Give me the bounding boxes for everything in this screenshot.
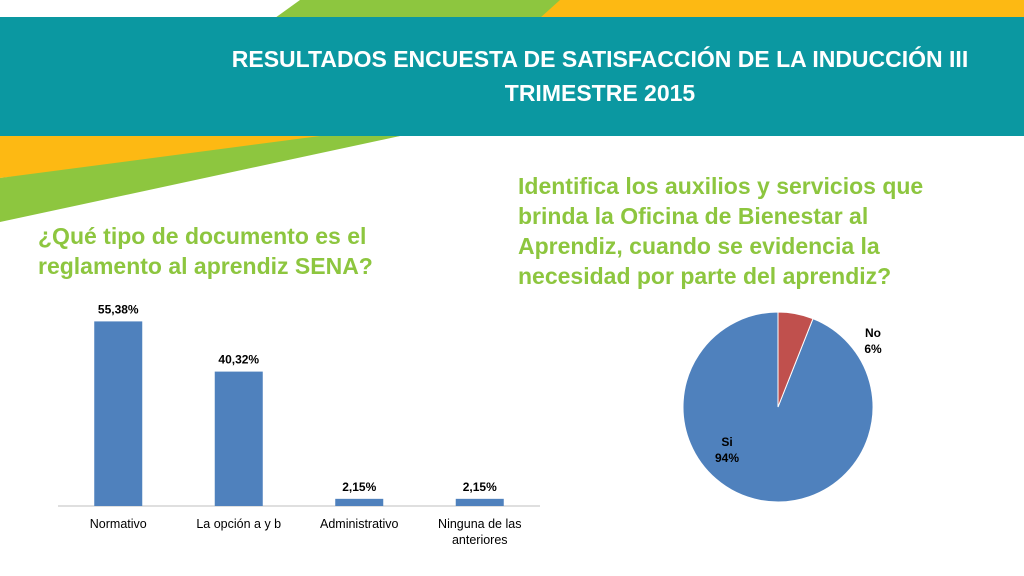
pie-chart-question: Identifica los auxilios y servicios que …	[518, 173, 924, 289]
pie-chart: Si 94% No 6%	[682, 311, 882, 503]
page-title-line-1: RESULTADOS ENCUESTA DE SATISFACCIÓN DE L…	[231, 46, 969, 72]
bar-data-label: 40,32%	[218, 353, 259, 367]
title-banner	[0, 17, 1024, 136]
page-title: RESULTADOS ENCUESTA DE SATISFACCIÓN DE L…	[200, 42, 1000, 110]
bar-data-label: 2,15%	[463, 480, 497, 494]
bar-category-label: Normativo	[90, 517, 147, 531]
top-green-stripe	[275, 0, 560, 18]
top-yellow-stripe	[470, 0, 1024, 18]
bar	[94, 321, 143, 506]
bar-category-label: anteriores	[452, 533, 508, 547]
page-title-line-2: TRIMESTRE 2015	[504, 80, 696, 106]
bar	[335, 498, 384, 506]
bar-category-label: Ninguna de las	[438, 517, 521, 531]
pie-slice-no	[777, 311, 814, 408]
bar	[455, 498, 504, 506]
pie-data-label: 94%	[715, 451, 739, 465]
bar-chart-question: ¿Qué tipo de documento es el reglamento …	[38, 223, 373, 279]
left-green-stripe	[0, 136, 400, 222]
pie-category-label: Si	[721, 435, 732, 449]
bar-category-label: Administrativo	[320, 517, 399, 531]
bar-data-label: 55,38%	[98, 302, 139, 316]
bar-chart: 55,38% Normativo 40,32% La opción a y b 2,15…	[58, 302, 540, 547]
bar-category-label: La opción a y b	[196, 517, 281, 531]
pie-category-label: No	[865, 326, 881, 340]
bar-data-label: 2,15%	[342, 480, 376, 494]
pie-data-label: 6%	[864, 342, 882, 356]
bar	[214, 371, 263, 506]
